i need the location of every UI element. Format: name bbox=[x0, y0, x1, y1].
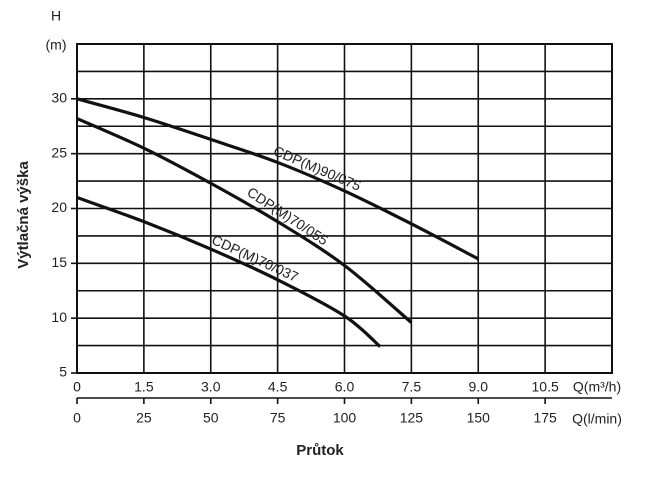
x2-tick-label: 100 bbox=[333, 410, 357, 426]
curve-label: CDP(M)70/055 bbox=[244, 184, 331, 249]
x-tick-label: 9.0 bbox=[469, 379, 489, 395]
y-tick-label: 25 bbox=[51, 144, 67, 160]
x-unit: Q(m³/h) bbox=[573, 379, 621, 395]
curve bbox=[76, 97, 479, 261]
y-unit-symbol: H bbox=[51, 8, 61, 24]
y-tick-label: 30 bbox=[51, 90, 67, 106]
x2-tick-label: 50 bbox=[203, 410, 219, 426]
y-tick-label: 20 bbox=[51, 199, 67, 215]
x2-tick-label: 125 bbox=[400, 410, 424, 426]
x-tick-label: 1.5 bbox=[134, 379, 154, 395]
y-tick-label: 15 bbox=[51, 254, 67, 270]
y-axis-label: Výtlačná výška bbox=[15, 161, 32, 269]
curve-label: CDP(M)70/037 bbox=[209, 231, 301, 285]
curve bbox=[76, 196, 382, 348]
x2-tick-label: 150 bbox=[467, 410, 491, 426]
x2-tick-label: 0 bbox=[73, 410, 81, 426]
x-tick-label: 7.5 bbox=[402, 379, 422, 395]
x-tick-label: 4.5 bbox=[268, 379, 288, 395]
x2-tick-label: 75 bbox=[270, 410, 286, 426]
y-unit: (m) bbox=[46, 37, 67, 53]
y-tick-label: 5 bbox=[59, 364, 67, 380]
x2-tick-label: 25 bbox=[136, 410, 152, 426]
x-tick-label: 3.0 bbox=[201, 379, 221, 395]
curve-label: CDP(M)90/075 bbox=[271, 143, 363, 194]
x-axis-label: Průtok bbox=[296, 442, 344, 459]
x-tick-label: 0 bbox=[73, 379, 81, 395]
curve bbox=[76, 117, 413, 324]
y-tick-label: 10 bbox=[51, 309, 67, 325]
x-tick-label: 10.5 bbox=[532, 379, 559, 395]
x2-unit: Q(l/min) bbox=[572, 411, 622, 427]
x2-tick-label: 175 bbox=[533, 410, 557, 426]
x-tick-label: 6.0 bbox=[335, 379, 355, 395]
